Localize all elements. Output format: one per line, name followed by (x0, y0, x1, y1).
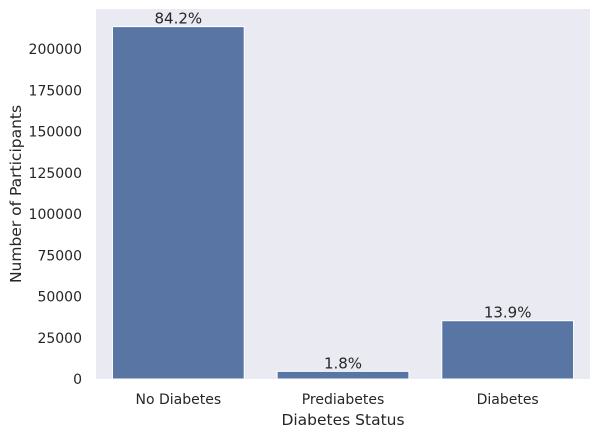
y-axis-label: Number of Participants (7, 105, 25, 283)
bar-no-diabetes (111, 26, 245, 380)
y-tick-label: 75000 (37, 248, 82, 264)
x-tick-label: Diabetes (477, 392, 539, 408)
data-labels: 84.2% 1.8% 13.9% (155, 10, 532, 373)
y-tick-label: 50000 (37, 290, 82, 306)
bars (111, 26, 575, 380)
y-tick-label: 25000 (37, 331, 82, 347)
y-tick-label: 175000 (29, 83, 82, 99)
x-tick-label: No Diabetes (136, 392, 222, 408)
x-axis-ticks: No Diabetes Prediabetes Diabetes (136, 392, 539, 408)
data-label: 1.8% (324, 354, 362, 372)
y-tick-label: 200000 (29, 42, 82, 58)
x-tick-label: Prediabetes (302, 392, 385, 408)
y-tick-label: 125000 (29, 166, 82, 182)
x-axis-label: Diabetes Status (281, 411, 404, 429)
data-label: 13.9% (484, 304, 532, 322)
y-tick-label: 0 (73, 372, 82, 388)
y-axis-ticks: 0 25000 50000 75000 100000 125000 150000 175000… (29, 42, 82, 388)
y-tick-label: 100000 (29, 207, 82, 223)
bar-diabetes (441, 320, 575, 380)
y-tick-label: 150000 (29, 125, 82, 141)
bar-prediabetes (276, 370, 410, 380)
data-label: 84.2% (155, 10, 203, 28)
